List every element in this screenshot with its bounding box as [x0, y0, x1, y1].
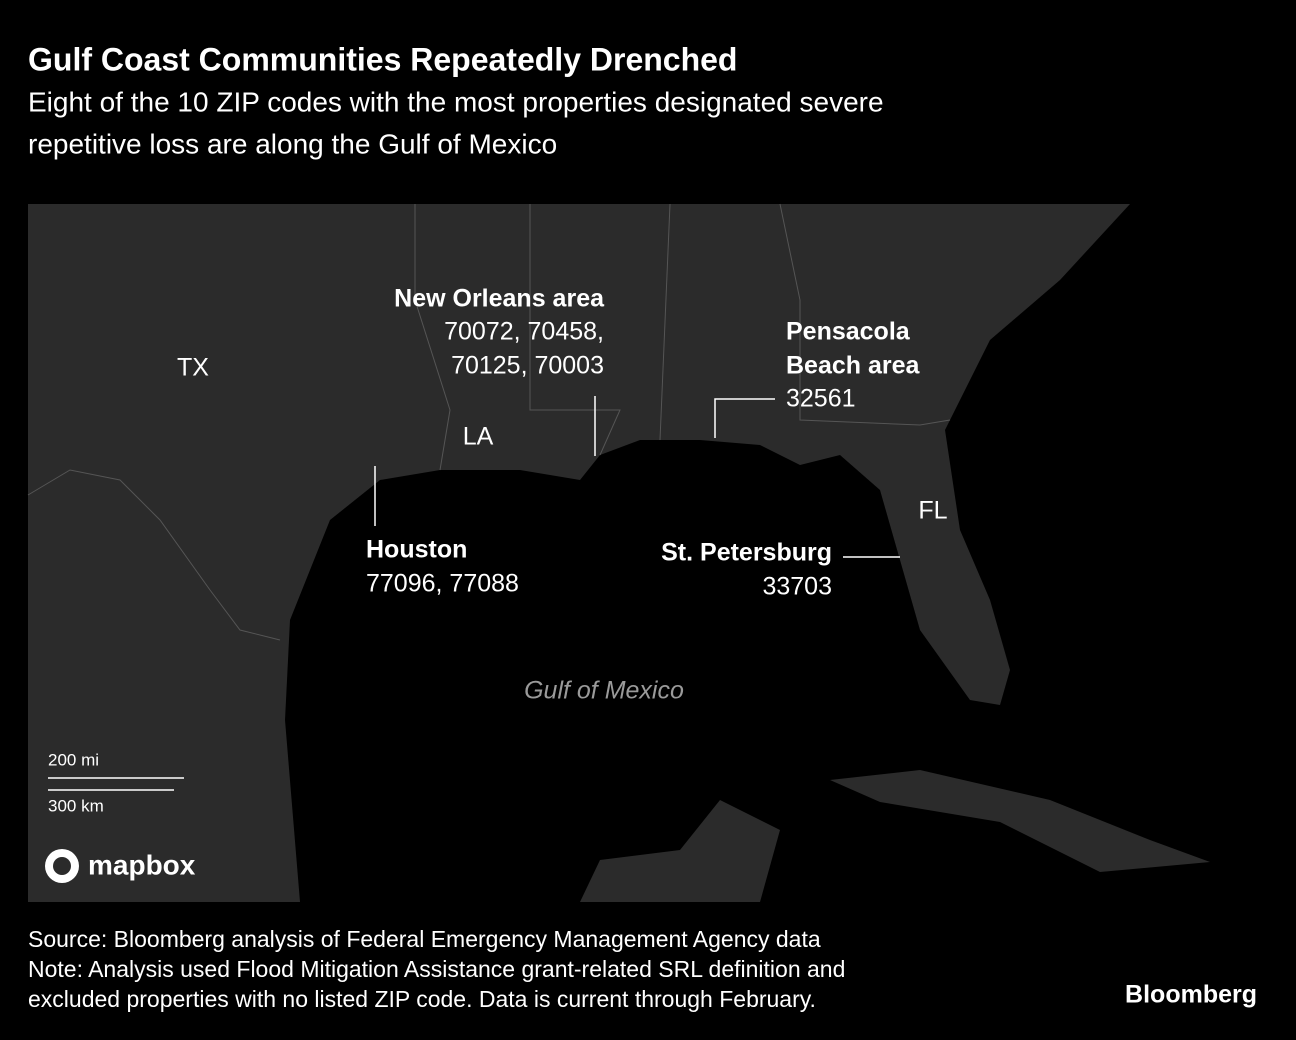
callout-zip: 70125, 70003	[451, 352, 604, 380]
border	[27, 469, 281, 641]
note: excluded properties with no listed ZIP c…	[28, 986, 816, 1012]
title: Gulf Coast Communities Repeatedly Drench…	[28, 41, 737, 77]
yucatan	[580, 800, 780, 902]
callout-name: Houston	[366, 536, 467, 564]
sea	[285, 204, 1270, 902]
note: Note: Analysis used Flood Mitigation Ass…	[28, 956, 845, 982]
state-label: FL	[918, 497, 947, 525]
source: Source: Bloomberg analysis of Federal Em…	[28, 926, 821, 952]
callout-zip: 33703	[762, 573, 832, 601]
callout-zip: 77096, 77088	[366, 570, 519, 598]
scale-label: 200 mi	[48, 750, 99, 769]
attribution: mapbox	[88, 849, 196, 880]
callout-zip: 70072, 70458,	[444, 318, 604, 346]
callout-name: Beach area	[786, 352, 921, 380]
leader-line	[714, 398, 775, 438]
state-label: LA	[463, 423, 494, 451]
cuba	[830, 770, 1210, 872]
callout-name: New Orleans area	[394, 285, 605, 313]
scale-label: 300 km	[48, 796, 104, 815]
border	[779, 203, 951, 426]
water-label: Gulf of Mexico	[524, 677, 684, 705]
mapbox-logo	[53, 857, 71, 875]
callout-zip: 32561	[786, 385, 856, 413]
brand: Bloomberg	[1125, 981, 1257, 1009]
callout-name: Pensacola	[786, 318, 911, 346]
border	[659, 203, 671, 441]
border	[529, 204, 621, 456]
callout-name: St. Petersburg	[661, 539, 832, 567]
border	[414, 204, 451, 471]
subtitle: Eight of the 10 ZIP codes with the most …	[28, 86, 884, 117]
subtitle: repetitive loss are along the Gulf of Me…	[28, 128, 557, 159]
map: TX LA FL Gulf of Mexico New Orleans area…	[27, 203, 1270, 902]
state-label: TX	[177, 354, 209, 382]
